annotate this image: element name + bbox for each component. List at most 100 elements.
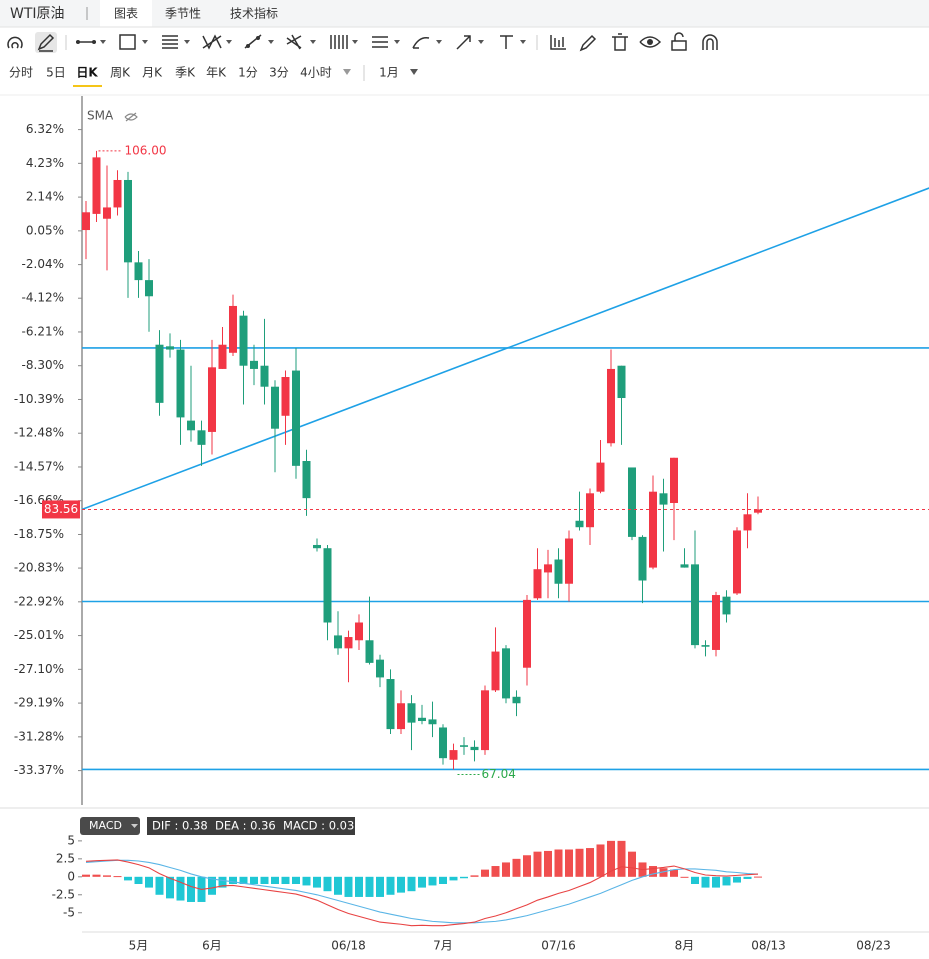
candle-body	[292, 370, 300, 466]
candle-body	[449, 750, 458, 760]
macd-bar	[596, 844, 605, 877]
period-button[interactable]: 周K	[110, 66, 131, 80]
period-button[interactable]: 4小时	[300, 66, 332, 80]
macd-y-tick-label: 0	[67, 869, 75, 883]
tool-icon[interactable]	[244, 34, 274, 49]
period-button[interactable]: 日K	[76, 66, 98, 80]
period-button[interactable]: 月K	[142, 66, 163, 80]
y-tick-label: -31.28%	[14, 729, 64, 743]
tool-icon[interactable]	[671, 32, 687, 51]
tool-icon[interactable]	[119, 34, 148, 50]
tool-icon[interactable]	[76, 40, 106, 44]
candle-body	[428, 719, 437, 725]
macd-bar	[649, 866, 657, 877]
tool-icon[interactable]	[330, 35, 358, 49]
tab[interactable]: 季节性	[165, 7, 201, 21]
macd-bar	[271, 876, 279, 884]
macd-bar	[355, 876, 363, 897]
macd-bar	[218, 876, 227, 888]
period-button[interactable]: 季K	[175, 66, 196, 80]
tool-icon[interactable]	[550, 35, 566, 50]
macd-bar	[176, 876, 185, 901]
tool-icon[interactable]	[162, 35, 190, 49]
dropdown-arrow[interactable]	[410, 69, 418, 75]
macd-bar	[239, 876, 248, 884]
macd-bar	[407, 876, 416, 892]
macd-bar	[292, 876, 300, 884]
period-button[interactable]: 5日	[46, 66, 66, 80]
candle-body	[544, 564, 552, 573]
y-tick-label: 0.05%	[26, 223, 64, 237]
period-button[interactable]: 分时	[9, 66, 33, 80]
x-tick-label: 07/16	[541, 939, 576, 953]
period-button[interactable]: 1分	[238, 66, 258, 80]
period-button[interactable]: 年K	[206, 66, 227, 80]
macd-bar	[229, 876, 237, 884]
range-select[interactable]: 1月	[379, 66, 399, 80]
period-active-underline	[73, 85, 102, 87]
tool-icon[interactable]	[702, 34, 718, 50]
macd-bar	[502, 862, 510, 877]
macd-bar	[449, 876, 458, 881]
tool-icon[interactable]	[7, 36, 23, 49]
macd-bar	[659, 868, 668, 877]
indicator-label: SMA	[87, 109, 114, 123]
tool-icon[interactable]	[286, 34, 316, 50]
macd-bar	[586, 848, 594, 877]
y-tick-label: -33.37%	[14, 763, 64, 777]
candle-body	[596, 462, 605, 492]
macd-y-tick-label: -2.5	[52, 887, 75, 901]
candle-body	[176, 349, 185, 418]
candle-body	[743, 514, 752, 531]
tool-icon[interactable]	[372, 36, 400, 48]
candle-body	[649, 491, 657, 568]
tab-active-bg	[100, 0, 152, 27]
macd-bar	[397, 876, 405, 893]
tab[interactable]: 技术指标	[230, 6, 278, 21]
tab[interactable]: 图表	[114, 7, 138, 21]
macd-bar	[460, 876, 468, 879]
macd-bar	[134, 876, 143, 884]
candle-body	[491, 651, 500, 691]
candle-body	[187, 420, 195, 431]
dropdown-arrow[interactable]	[343, 69, 351, 75]
tool-icon[interactable]	[412, 36, 442, 49]
candle-body	[344, 637, 353, 649]
x-tick-label: 08/23	[856, 939, 891, 953]
candle-body	[134, 262, 143, 281]
x-tick-label: 8月	[675, 939, 695, 953]
macd-bar	[323, 876, 332, 892]
candle-body	[397, 703, 405, 730]
candle-body	[155, 344, 164, 403]
tool-icon[interactable]	[639, 36, 662, 48]
tool-icon[interactable]	[37, 33, 55, 52]
y-tick-label: -29.19%	[14, 696, 64, 710]
tool-icon[interactable]	[612, 33, 628, 51]
y-tick-label: 4.23%	[26, 156, 64, 170]
macd-bar	[418, 876, 426, 888]
macd-dropdown[interactable]	[131, 824, 138, 828]
tool-icon[interactable]	[579, 34, 597, 52]
header-bar	[0, 0, 929, 27]
macd-bar	[670, 869, 678, 877]
macd-bar	[523, 855, 531, 877]
tool-icon[interactable]	[202, 34, 232, 50]
tool-icon[interactable]	[456, 35, 484, 50]
macd-bar	[344, 876, 353, 897]
macd-bar	[166, 876, 174, 899]
macd-bar	[103, 875, 111, 877]
macd-bar	[565, 849, 573, 877]
period-button[interactable]: 3分	[269, 66, 289, 80]
candle-body	[218, 344, 227, 369]
macd-bar	[712, 876, 720, 888]
visibility-icon[interactable]	[124, 112, 138, 122]
toolbar	[7, 32, 718, 53]
macd-button[interactable]	[80, 817, 140, 835]
candle-body	[754, 509, 762, 513]
high-label: 106.00	[125, 143, 167, 157]
tool-icon[interactable]	[500, 35, 526, 49]
macd-bar	[386, 876, 395, 895]
candle-body	[302, 460, 311, 499]
candle-body	[680, 564, 689, 568]
macd-bar	[82, 874, 90, 877]
